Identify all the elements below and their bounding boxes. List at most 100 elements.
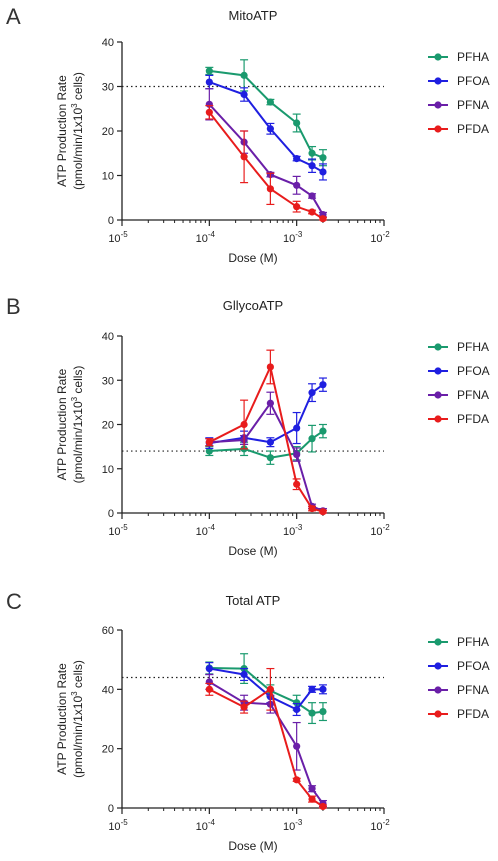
chart-title: Total ATP xyxy=(226,593,281,608)
data-point xyxy=(293,154,301,163)
series-pfda xyxy=(205,105,327,223)
y-tick-label: 20 xyxy=(102,744,114,756)
legend: PFHA PFOA PFNA PFDA xyxy=(428,50,490,136)
series-line xyxy=(208,687,324,808)
data-point xyxy=(205,438,213,446)
panel-C: C Total ATP 0 20 40 60 10-5 10-4 10-3 10-2 Dose (M… xyxy=(6,589,490,853)
legend-label: PFNA xyxy=(457,388,489,402)
legend-swatch-marker xyxy=(434,343,442,351)
data-point xyxy=(205,447,213,455)
panel-B: B GllycoATP 0 10 20 30 40 10-5 10-4 10-3 10-2 Dose … xyxy=(6,294,490,558)
data-point xyxy=(308,149,316,157)
data-point xyxy=(308,208,316,216)
y-tick-label: 60 xyxy=(102,625,114,637)
data-point xyxy=(293,203,301,211)
legend-swatch-marker xyxy=(434,710,442,718)
data-point xyxy=(240,71,248,79)
data-point xyxy=(266,98,274,106)
panel-letter: C xyxy=(6,589,22,614)
data-point xyxy=(205,78,213,86)
data-point xyxy=(205,108,213,116)
data-point xyxy=(266,399,274,407)
legend-label: PFOA xyxy=(457,364,490,378)
data-point xyxy=(266,438,274,446)
legend-swatch-marker xyxy=(434,391,442,399)
y-tick-label: 0 xyxy=(108,803,114,815)
panel-A: A MitoATP 0 10 20 30 40 10-5 10-4 10-3 10-2 Dose (M… xyxy=(6,4,490,265)
data-point xyxy=(205,685,213,693)
data-point xyxy=(308,435,316,443)
y-tick-label: 10 xyxy=(102,464,114,476)
x-tick-label: 10-3 xyxy=(283,523,303,538)
x-tick-label: 10-4 xyxy=(196,523,216,538)
x-tick-label: 10-3 xyxy=(283,818,303,833)
legend-label: PFDA xyxy=(457,707,489,721)
panel-letter: A xyxy=(6,4,21,29)
y-axis-label-units: (pmol/min/1x103 cells) xyxy=(70,72,85,190)
data-point xyxy=(308,795,316,803)
legend-swatch-marker xyxy=(434,638,442,646)
data-point xyxy=(240,703,248,711)
data-point xyxy=(240,90,248,99)
y-axis-label-units: (pmol/min/1x103 cells) xyxy=(70,660,85,778)
data-point xyxy=(240,420,248,429)
series-line xyxy=(209,69,324,159)
data-point xyxy=(319,168,327,176)
data-point xyxy=(240,670,248,679)
x-tick-label: 10-5 xyxy=(108,230,128,245)
series-line xyxy=(208,363,324,513)
chart-title: MitoATP xyxy=(229,8,278,23)
legend-label: PFDA xyxy=(457,122,489,136)
y-axis-label: ATP Production Rate xyxy=(55,75,69,187)
data-point xyxy=(293,181,301,189)
series-pfha xyxy=(205,423,327,465)
data-point xyxy=(319,802,327,811)
y-tick-label: 0 xyxy=(108,508,114,520)
data-point xyxy=(319,508,327,516)
data-point xyxy=(308,709,316,717)
data-point xyxy=(293,699,301,707)
y-tick-label: 30 xyxy=(102,375,114,387)
data-point xyxy=(293,450,301,459)
chart-title: GllycoATP xyxy=(223,298,283,313)
y-axis-label-units: (pmol/min/1x103 cells) xyxy=(70,366,85,484)
x-tick-label: 10-5 xyxy=(108,523,128,538)
x-tick-label: 10-4 xyxy=(196,230,216,245)
data-point xyxy=(293,424,301,432)
data-point xyxy=(308,685,316,693)
x-axis-label: Dose (M) xyxy=(228,544,277,558)
x-tick-label: 10-2 xyxy=(370,230,390,245)
legend-swatch-marker xyxy=(434,415,442,423)
data-point xyxy=(266,454,274,462)
legend: PFHA PFOA PFNA PFDA xyxy=(428,635,490,721)
y-tick-label: 40 xyxy=(102,684,114,696)
data-point xyxy=(205,67,213,75)
data-point xyxy=(319,154,327,162)
legend-swatch-marker xyxy=(434,662,442,670)
data-point xyxy=(319,215,327,223)
data-point xyxy=(308,504,316,513)
series-pfha xyxy=(205,59,327,167)
x-tick-label: 10-2 xyxy=(370,523,390,538)
y-tick-label: 30 xyxy=(102,82,114,94)
x-tick-label: 10-3 xyxy=(283,230,303,245)
series-pfna xyxy=(205,391,327,515)
data-point xyxy=(293,705,301,714)
series-line xyxy=(208,111,324,220)
legend-label: PFHA xyxy=(457,50,489,64)
legend-label: PFOA xyxy=(457,74,490,88)
data-point xyxy=(308,162,316,170)
series-line xyxy=(208,681,324,805)
data-point xyxy=(266,363,274,371)
legend-swatch-marker xyxy=(434,101,442,109)
legend-swatch-marker xyxy=(434,125,442,133)
data-point xyxy=(319,381,327,389)
data-point xyxy=(293,119,301,127)
x-tick-label: 10-5 xyxy=(108,818,128,833)
y-tick-label: 40 xyxy=(102,331,114,343)
legend-label: PFDA xyxy=(457,412,489,426)
legend-label: PFNA xyxy=(457,98,489,112)
y-tick-label: 10 xyxy=(102,171,114,183)
data-point xyxy=(293,776,301,784)
